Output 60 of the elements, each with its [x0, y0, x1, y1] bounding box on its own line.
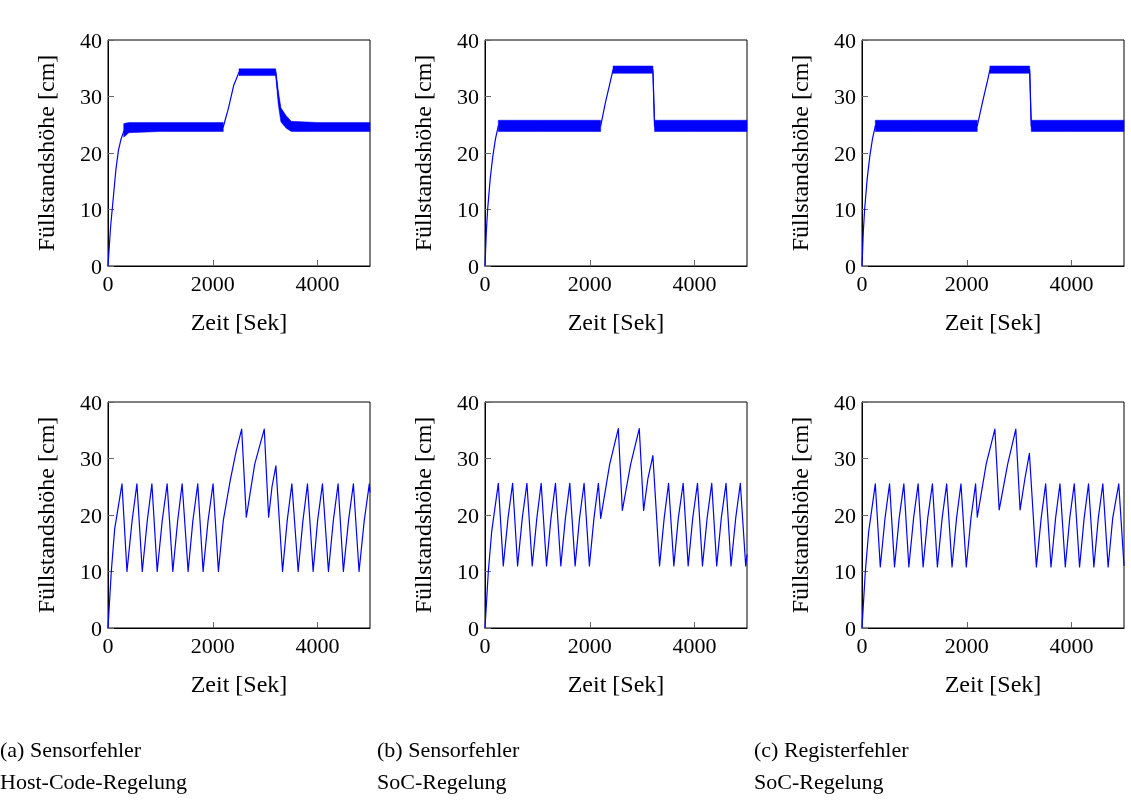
x-tick-label: 2000	[190, 632, 235, 658]
y-axis-title: Füllstandshöhe [cm]	[33, 54, 59, 252]
y-tick-label: 0	[91, 615, 102, 641]
x-axis-title: Zeit [Sek]	[190, 309, 288, 335]
x-tick-label: 2000	[567, 632, 612, 658]
x-tick-label: 4000	[295, 632, 340, 658]
text: SoC-Regelung	[377, 768, 507, 794]
y-tick-label: 0	[468, 253, 479, 279]
x-tick-label: 2000	[190, 270, 235, 296]
x-tick-label: 2000	[944, 632, 989, 658]
x-tick-label: 4000	[295, 270, 340, 296]
y-tick-label: 30	[80, 84, 102, 109]
y-tick-label: 30	[457, 84, 479, 109]
y-axis-title: Füllstandshöhe [cm]	[410, 416, 436, 614]
y-axis-title: Füllstandshöhe [cm]	[787, 54, 813, 252]
y-tick-label: 0	[845, 253, 856, 279]
y-tick-label: 40	[80, 27, 102, 53]
y-tick-label: 20	[80, 502, 102, 528]
y-tick-label: 20	[834, 502, 856, 528]
y-tick-label: 0	[845, 615, 856, 641]
y-axis-title: Füllstandshöhe [cm]	[410, 54, 436, 252]
x-axis-title: Zeit [Sek]	[567, 671, 665, 697]
y-tick-label: 40	[834, 27, 856, 53]
y-tick-label: 0	[91, 253, 102, 279]
y-tick-label: 10	[457, 197, 479, 222]
y-tick-label: 30	[80, 446, 102, 471]
x-tick-label: 4000	[1049, 270, 1094, 296]
y-tick-label: 10	[457, 559, 479, 584]
text: SoC-Regelung	[754, 768, 884, 794]
y-tick-label: 20	[457, 140, 479, 166]
y-tick-label: 40	[834, 389, 856, 415]
x-tick-label: 4000	[672, 270, 717, 296]
y-tick-label: 10	[80, 197, 102, 222]
y-tick-label: 30	[834, 84, 856, 109]
text: (b) Sensorfehler	[377, 736, 521, 762]
text: Host-Code-Regelung	[0, 768, 187, 794]
x-axis-title: Zeit [Sek]	[567, 309, 665, 335]
x-tick-label: 2000	[944, 270, 989, 296]
y-tick-label: 40	[457, 27, 479, 53]
y-tick-label: 20	[834, 140, 856, 166]
text: (a) Sensorfehler	[0, 736, 142, 762]
x-tick-label: 4000	[1049, 632, 1094, 658]
y-axis-title: Füllstandshöhe [cm]	[33, 416, 59, 614]
y-tick-label: 20	[457, 502, 479, 528]
x-axis-title: Zeit [Sek]	[944, 309, 1042, 335]
y-tick-label: 0	[468, 615, 479, 641]
x-axis-title: Zeit [Sek]	[944, 671, 1042, 697]
x-tick-label: 4000	[672, 632, 717, 658]
y-tick-label: 20	[80, 140, 102, 166]
x-tick-label: 2000	[567, 270, 612, 296]
y-axis-title: Füllstandshöhe [cm]	[787, 416, 813, 614]
x-axis-title: Zeit [Sek]	[190, 671, 288, 697]
y-tick-label: 40	[80, 389, 102, 415]
y-tick-label: 30	[834, 446, 856, 471]
y-tick-label: 10	[834, 197, 856, 222]
y-tick-label: 10	[834, 559, 856, 584]
y-tick-label: 40	[457, 389, 479, 415]
y-tick-label: 10	[80, 559, 102, 584]
y-tick-label: 30	[457, 446, 479, 471]
text: (c) Registerfehler	[754, 736, 910, 762]
